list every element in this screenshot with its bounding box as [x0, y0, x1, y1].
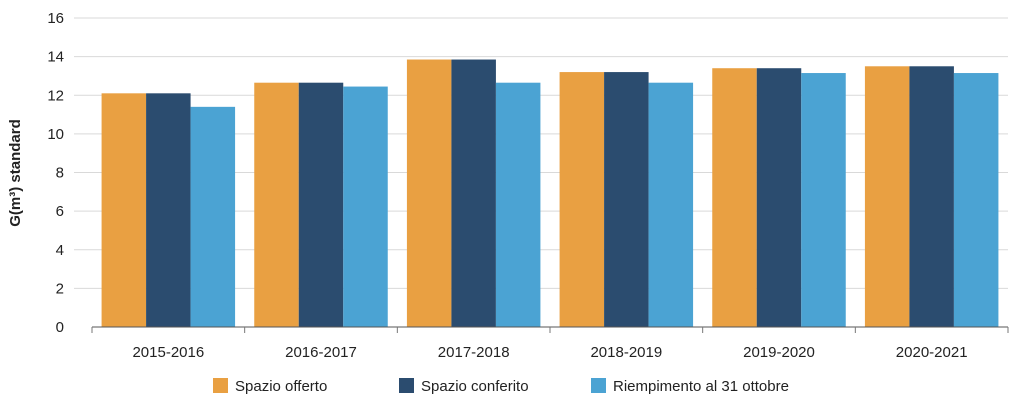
y-tick-label: 2 — [56, 280, 64, 297]
bar-spazio-offerto-2015-2016 — [101, 93, 147, 327]
legend-swatch — [591, 378, 606, 393]
y-tick-label: 10 — [47, 126, 64, 143]
y-tick-label: 4 — [56, 242, 64, 259]
legend-swatch — [399, 378, 414, 393]
bar-spazio-offerto-2017-2018 — [406, 59, 452, 327]
legend-label: Spazio conferito — [421, 378, 529, 395]
y-axis-title: G(m³) standard — [7, 119, 24, 227]
bar-riempimento-al-31-ottobre-2018-2019 — [648, 82, 694, 328]
x-tick-label: 2017-2018 — [438, 344, 510, 361]
bar-riempimento-al-31-ottobre-2015-2016 — [190, 106, 236, 328]
bar-spazio-conferito-2016-2017 — [298, 82, 344, 328]
bar-spazio-offerto-2019-2020 — [712, 68, 757, 328]
bar-riempimento-al-31-ottobre-2019-2020 — [801, 73, 846, 328]
legend-label: Spazio offerto — [235, 378, 327, 395]
bar-riempimento-al-31-ottobre-2020-2021 — [953, 73, 999, 328]
y-tick-label: 16 — [47, 10, 64, 27]
bar-spazio-offerto-2016-2017 — [254, 82, 299, 328]
bar-spazio-conferito-2020-2021 — [909, 66, 954, 327]
y-tick-label: 0 — [56, 319, 64, 336]
bar-spazio-offerto-2020-2021 — [864, 66, 910, 327]
x-tick-label: 2015-2016 — [132, 344, 204, 361]
y-tick-label: 14 — [47, 49, 64, 66]
x-tick-label: 2020-2021 — [896, 344, 968, 361]
axes: 0 2 4 6 8 10 12 14 16 2015-2016 2016-2017 2017-2018… — [47, 10, 1009, 361]
bar-spazio-conferito-2019-2020 — [756, 68, 802, 328]
bar-riempimento-al-31-ottobre-2016-2017 — [343, 86, 388, 327]
y-tick-label: 12 — [47, 87, 64, 104]
legend-swatch — [213, 378, 228, 393]
x-tick-label: 2016-2017 — [285, 344, 357, 361]
y-tick-label: 6 — [56, 203, 64, 220]
bar-spazio-conferito-2017-2018 — [451, 59, 496, 327]
legend: Spazio offerto Spazio conferito Riempiment… — [213, 378, 789, 395]
x-tick-label: 2019-2020 — [743, 344, 815, 361]
bar-spazio-conferito-2015-2016 — [146, 93, 191, 327]
bar-spazio-conferito-2018-2019 — [604, 72, 649, 327]
bars — [101, 59, 999, 328]
bar-spazio-offerto-2018-2019 — [559, 72, 605, 327]
y-tick-label: 8 — [56, 165, 64, 182]
x-tick-label: 2018-2019 — [590, 344, 662, 361]
bar-riempimento-al-31-ottobre-2017-2018 — [495, 82, 541, 328]
legend-label: Riempimento al 31 ottobre — [613, 378, 789, 395]
